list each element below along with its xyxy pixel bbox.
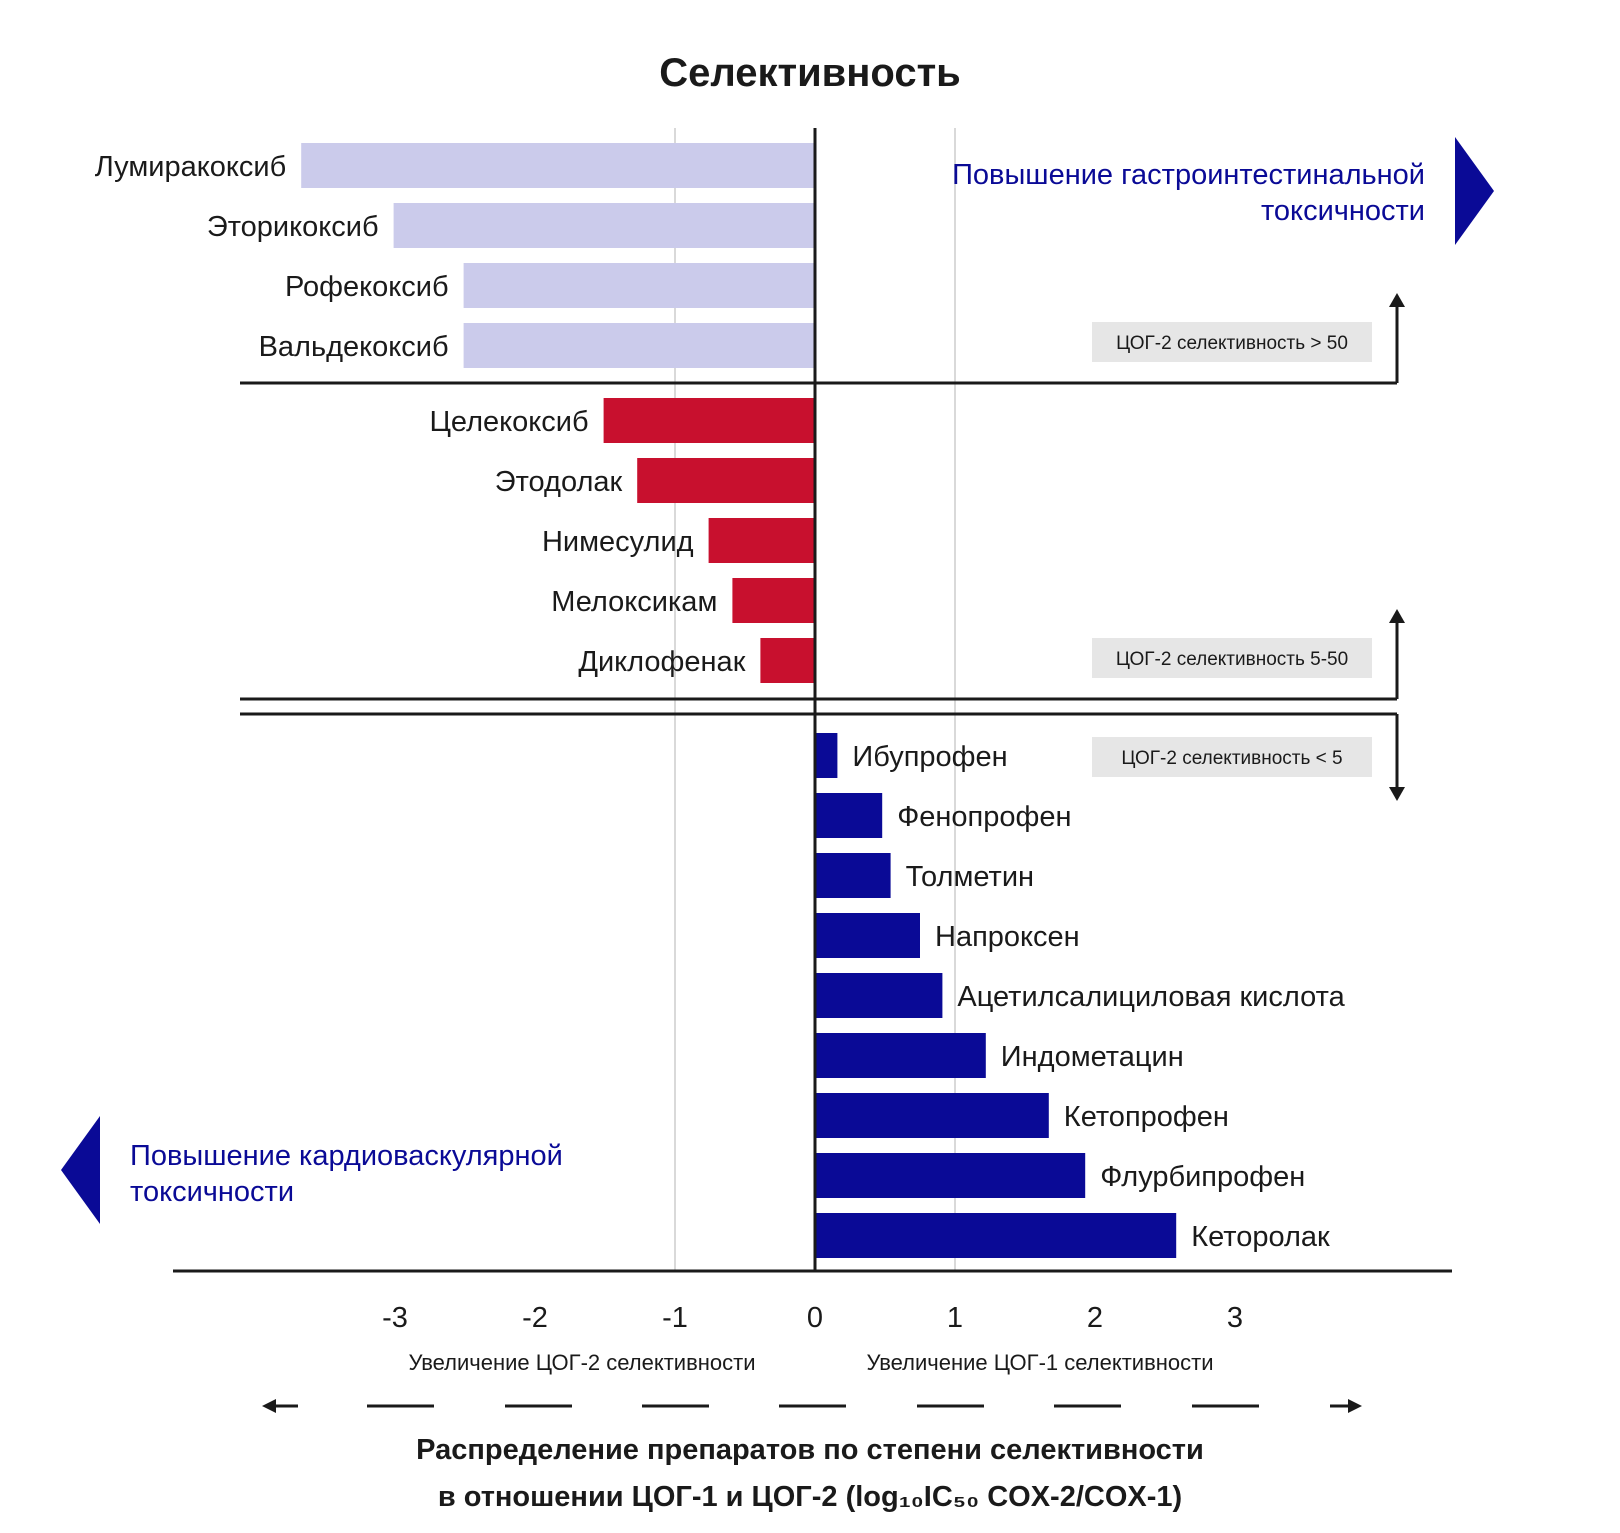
annotation-right-arrow <box>1455 137 1494 245</box>
annotation-right-line-2: токсичности <box>1261 195 1425 227</box>
x-tick-label-4: 1 <box>947 1302 963 1334</box>
category-label-0-2: Рофекоксиб <box>285 271 449 303</box>
annotation-left-line-2: токсичности <box>130 1176 294 1208</box>
x-axis-label-line-1: Распределение препаратов по степени селе… <box>416 1434 1204 1466</box>
bar-2-7 <box>815 1153 1086 1198</box>
annotations-layer: Повышение гастроинтестинальной токсичност… <box>61 137 1494 1224</box>
badge-text-1: ЦОГ-2 селективность 5-50 <box>1116 649 1348 670</box>
bar-2-8 <box>815 1213 1177 1258</box>
bracket-arrow-0 <box>1389 293 1405 307</box>
category-label-2-8: Кеторолак <box>1191 1221 1330 1253</box>
bar-1-1 <box>637 458 815 503</box>
bar-0-1 <box>393 203 815 248</box>
x-tick-label-5: 2 <box>1087 1302 1103 1334</box>
bar-2-4 <box>815 973 943 1018</box>
bar-2-5 <box>815 1033 986 1078</box>
bar-1-3 <box>732 578 815 623</box>
direction-arrow-row <box>262 1399 1362 1413</box>
x-tick-label-6: 3 <box>1227 1302 1243 1334</box>
category-label-1-4: Диклофенак <box>578 646 745 678</box>
bar-2-2 <box>815 853 891 898</box>
bar-0-2 <box>463 263 815 308</box>
x-direction-label-right: Увеличение ЦОГ-1 селективности <box>866 1350 1213 1375</box>
bar-0-3 <box>463 323 815 368</box>
category-label-2-2: Толметин <box>906 861 1034 893</box>
annotation-left-line-1: Повышение кардиоваскулярной <box>130 1140 563 1172</box>
dir-arrow-left-head <box>262 1399 276 1413</box>
badge-bg-0 <box>1092 322 1372 362</box>
bracket-arrow-1 <box>1389 609 1405 623</box>
x-axis: -3 -2 -1 0 1 2 3 <box>173 128 1452 1334</box>
category-label-2-4: Ацетилсалициловая кислота <box>957 981 1345 1013</box>
bar-1-4 <box>760 638 815 683</box>
bar-2-6 <box>815 1093 1049 1138</box>
category-label-2-0: Ибупрофен <box>852 741 1007 773</box>
annotation-left-arrow <box>61 1116 100 1224</box>
x-direction-label-left: Увеличение ЦОГ-2 селективности <box>408 1350 755 1375</box>
category-label-2-6: Кетопрофен <box>1064 1101 1229 1133</box>
badges-layer: ЦОГ-2 селективность > 50 ЦОГ-2 селективно… <box>1092 322 1372 777</box>
x-tick-label-2: -1 <box>662 1302 688 1334</box>
x-tick-label-3: 0 <box>807 1302 823 1334</box>
chart-title: Селективность <box>659 51 961 95</box>
category-label-2-3: Напроксен <box>935 921 1080 953</box>
labels-layer: Лумиракоксиб Эторикоксиб Рофекоксиб Вальдек… <box>95 151 1346 1253</box>
bracket-arrow-2 <box>1389 787 1405 801</box>
badge-bg-1 <box>1092 638 1372 678</box>
category-label-0-3: Вальдекоксиб <box>259 331 449 363</box>
category-label-1-3: Мелоксикам <box>551 586 717 618</box>
dir-arrow-right-head <box>1348 1399 1362 1413</box>
bar-0-0 <box>301 143 815 188</box>
category-label-1-0: Целекоксиб <box>429 406 588 438</box>
x-tick-label-0: -3 <box>382 1302 408 1334</box>
category-label-0-1: Эторикоксиб <box>207 211 379 243</box>
category-label-2-5: Индометацин <box>1001 1041 1184 1073</box>
bar-1-0 <box>603 398 815 443</box>
separators-layer <box>240 293 1405 801</box>
x-axis-label-line-2: в отношении ЦОГ-1 и ЦОГ-2 (log₁₀IC₅₀ COX… <box>438 1481 1182 1513</box>
category-label-1-2: Нимесулид <box>542 526 694 558</box>
category-label-0-0: Лумиракоксиб <box>95 151 286 183</box>
badge-bg-2 <box>1092 737 1372 777</box>
category-label-2-7: Флурбипрофен <box>1100 1161 1305 1193</box>
bars-layer <box>301 143 1177 1258</box>
category-label-1-1: Этодолак <box>495 466 623 498</box>
annotation-right-line-1: Повышение гастроинтестинальной <box>952 159 1425 191</box>
category-label-2-1: Фенопрофен <box>897 801 1071 833</box>
badge-text-2: ЦОГ-2 селективность < 5 <box>1121 748 1342 769</box>
bar-1-2 <box>708 518 815 563</box>
bar-2-3 <box>815 913 920 958</box>
bar-2-1 <box>815 793 883 838</box>
badge-text-0: ЦОГ-2 селективность > 50 <box>1116 333 1348 354</box>
x-tick-label-1: -2 <box>522 1302 548 1334</box>
bar-2-0 <box>815 733 838 778</box>
